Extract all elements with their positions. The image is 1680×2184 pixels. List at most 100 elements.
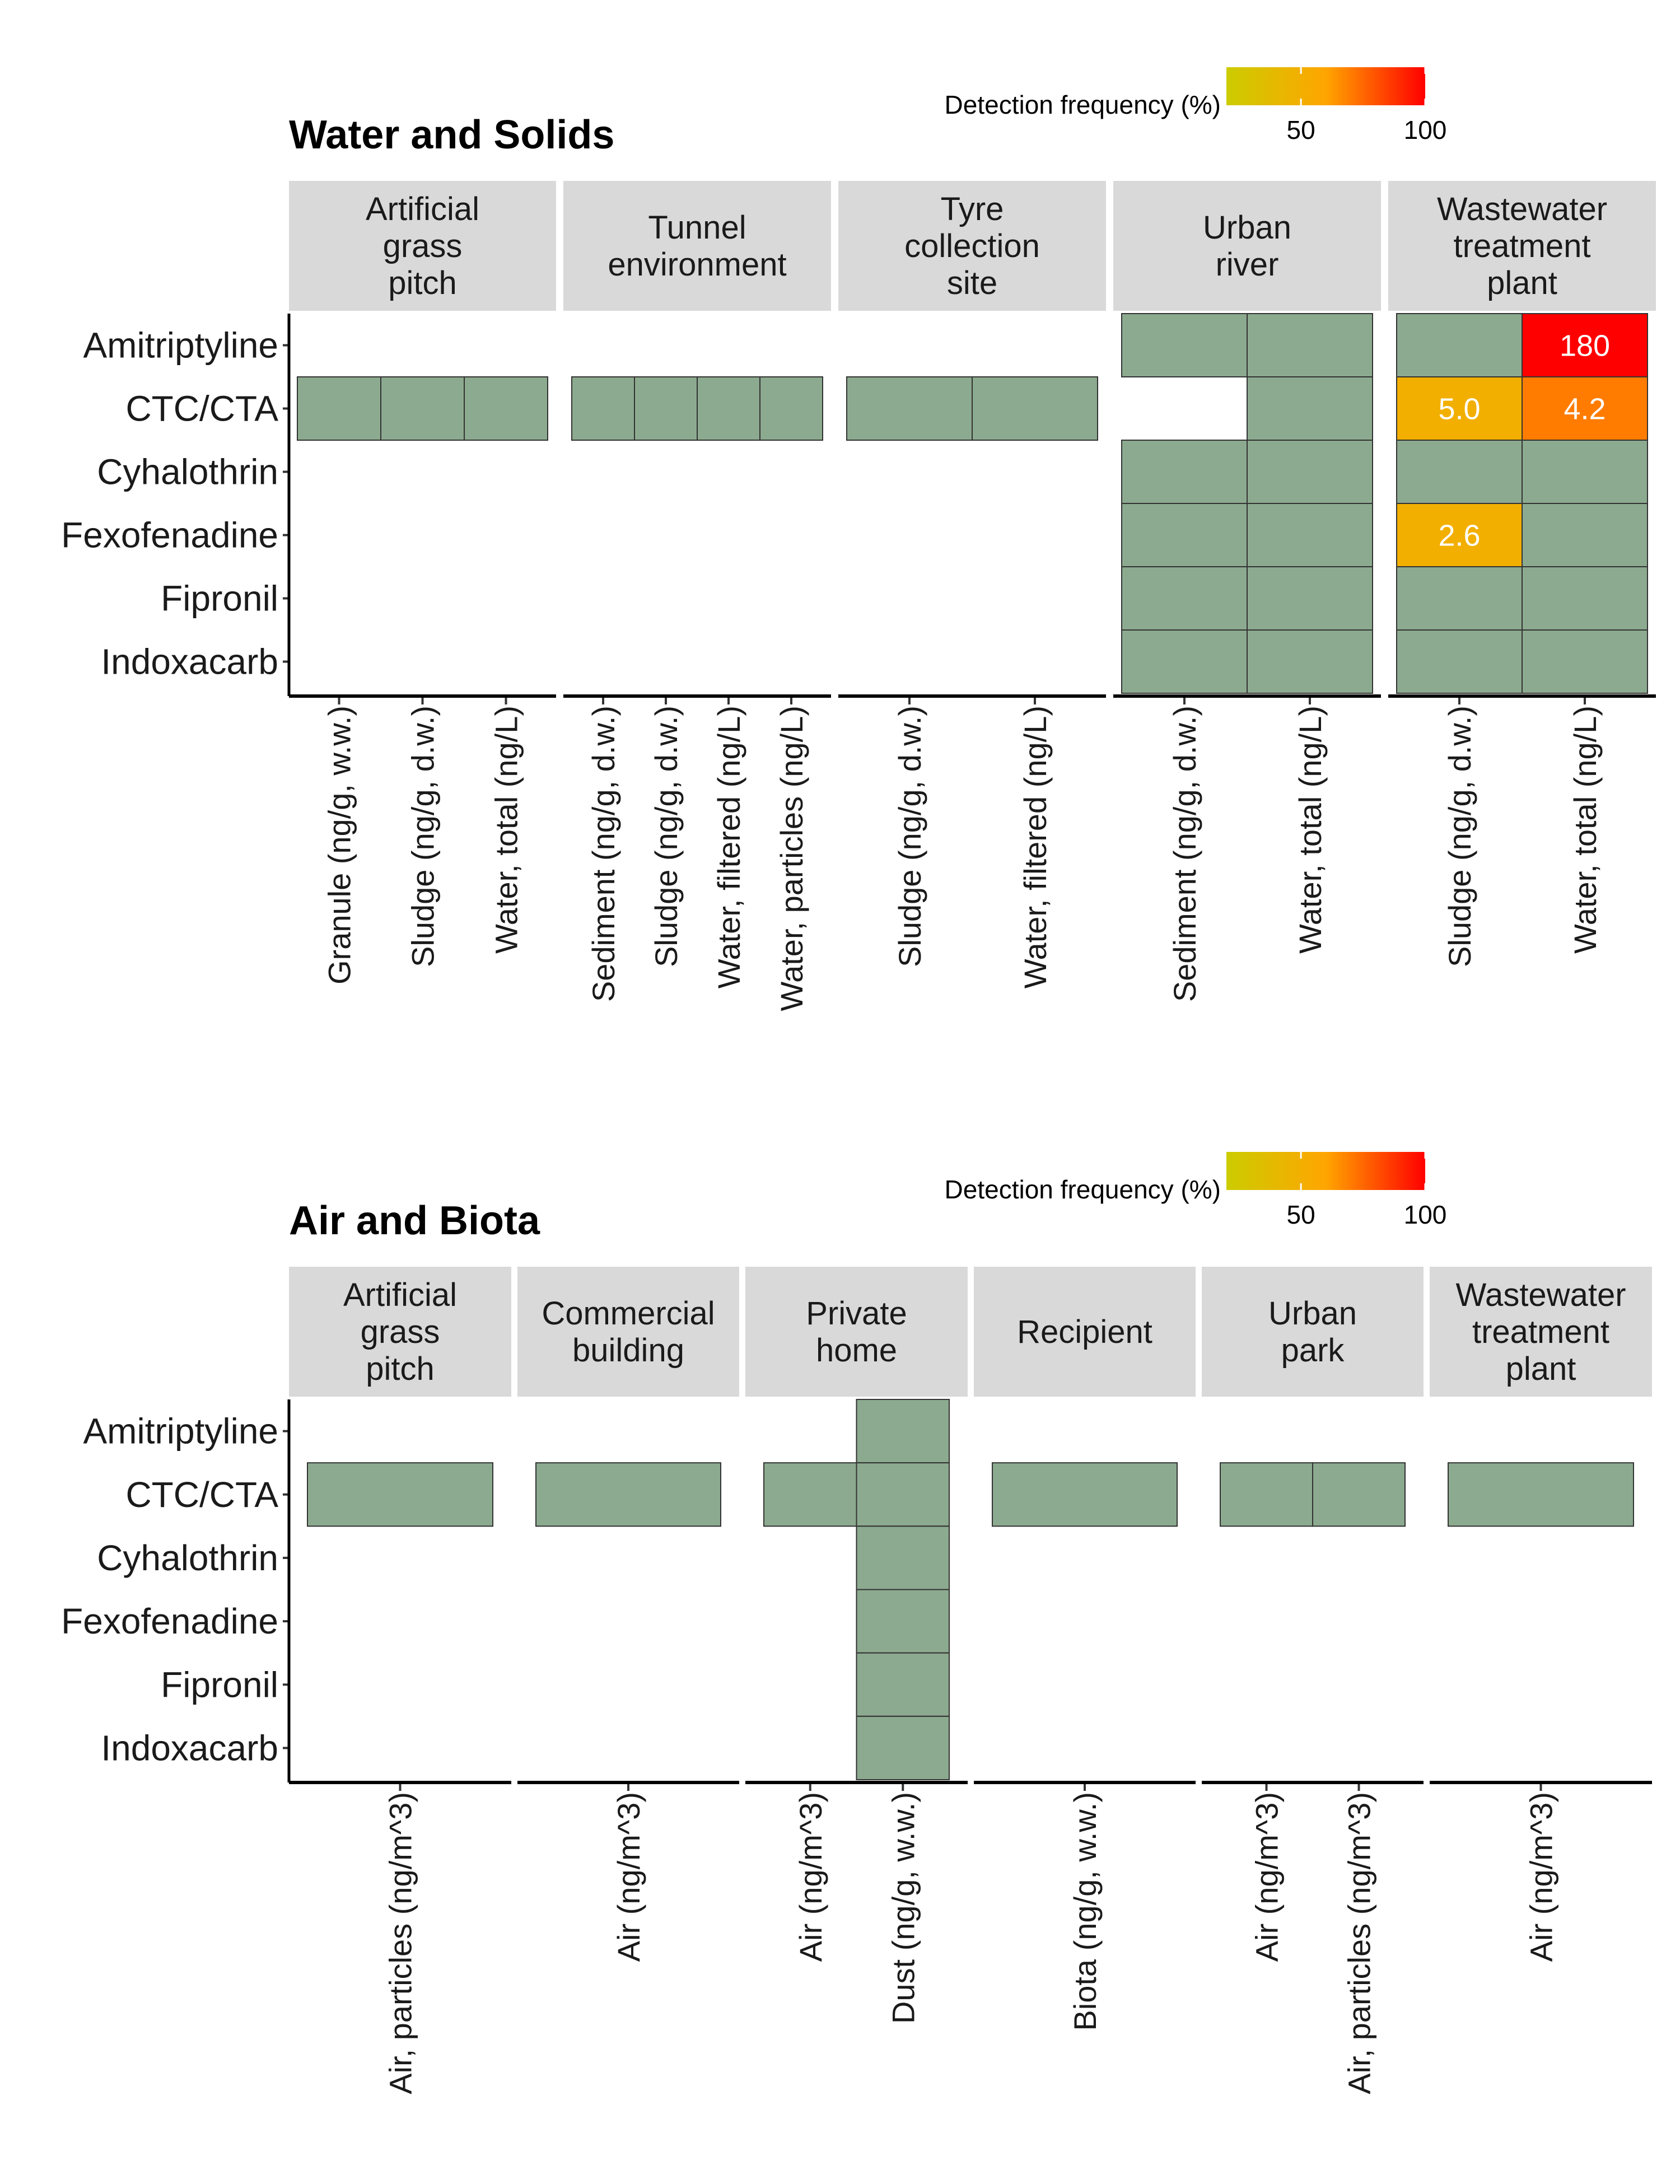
legend-title: Detection frequency (%) [945, 90, 1221, 119]
facet-strip-label: pitch [366, 1351, 435, 1387]
heatmap-cell [763, 1462, 857, 1527]
heatmap-cell [1522, 566, 1648, 631]
facet-strip-label: grass [383, 228, 463, 264]
column-label: Biota (ng/g, w.w.) [1067, 1792, 1103, 2031]
heatmap-cell [634, 376, 698, 441]
heatmap-cell [856, 1462, 950, 1527]
facet-strip [517, 1267, 739, 1397]
heatmap-cell [759, 376, 823, 441]
heatmap-cell [972, 376, 1098, 441]
cell-value-label: 180 [1560, 329, 1610, 363]
facet-strip-label: river [1216, 246, 1279, 283]
facet-strip [1430, 1267, 1652, 1397]
heatmap-cell [856, 1525, 950, 1590]
legend-tick-label: 100 [1404, 1200, 1447, 1229]
column-label: Water, filtered (ng/L) [711, 706, 746, 988]
facet-strip [1113, 181, 1381, 311]
column-label: Water, particles (ng/L) [774, 706, 809, 1011]
column-label: Sludge (ng/g, d.w.) [405, 706, 441, 967]
heatmap-cell [535, 1462, 721, 1527]
column-label: Air (ng/m^3) [793, 1792, 828, 1962]
heatmap-cell [1396, 313, 1523, 377]
legend-colorbar [1226, 67, 1425, 105]
heatmap-cell [1448, 1462, 1634, 1527]
facet-strip-label: Recipient [1017, 1314, 1152, 1350]
facet-strip-label: plant [1506, 1351, 1576, 1387]
facet-strip [745, 1267, 968, 1397]
facet-strip [974, 1267, 1196, 1397]
heatmap-cell [1121, 440, 1248, 504]
heatmap-cell [1396, 629, 1523, 694]
panel-title: Air and Biota [289, 1198, 540, 1243]
facet-strip-label: Artificial [343, 1277, 457, 1313]
column-label: Water, total (ng/L) [489, 706, 524, 954]
heatmap-cell [1396, 503, 1523, 567]
column-label: Air (ng/m^3) [1249, 1792, 1285, 1962]
panel-title: Water and Solids [289, 113, 614, 157]
heatmap-cell [380, 376, 465, 441]
facet-strip-label: Wastewater [1437, 191, 1607, 227]
row-label: Indoxacarb [101, 642, 278, 682]
column-label: Sludge (ng/g, d.w.) [648, 706, 684, 967]
facet-strip-label: Artificial [366, 191, 479, 227]
facet-strip [838, 181, 1106, 311]
facet-strip-label: park [1281, 1332, 1345, 1369]
legend-tick-label: 50 [1287, 115, 1315, 144]
heatmap-cell [571, 376, 635, 441]
facet-strip-label: Wastewater [1455, 1277, 1626, 1313]
heatmap-cell [297, 376, 381, 441]
column-label: Water, total (ng/L) [1292, 706, 1328, 954]
heatmap-cell [1247, 566, 1373, 631]
heatmap-cell [1247, 313, 1373, 377]
heatmap-cell [1121, 313, 1248, 377]
heatmap-cell [1396, 566, 1523, 631]
heatmap-cell [856, 1652, 950, 1717]
column-label: Sludge (ng/g, d.w.) [1442, 706, 1477, 967]
facet-strip-label: grass [361, 1314, 440, 1350]
facet-strip-label: collection [904, 228, 1040, 264]
heatmap-cell [307, 1462, 493, 1527]
row-label: Amitriptyline [83, 1411, 278, 1452]
heatmap-cell [1247, 629, 1373, 694]
heatmap-cell [846, 376, 973, 441]
row-label: Amitriptyline [83, 325, 278, 366]
row-label: Cyhalothrin [97, 1538, 278, 1578]
column-label: Air (ng/m^3) [611, 1792, 646, 1962]
heatmap-cell [464, 376, 548, 441]
legend-colorbar [1226, 1152, 1425, 1190]
facet-strip-label: Commercial [542, 1295, 715, 1332]
heatmap-cell [1220, 1462, 1313, 1527]
facet-strip-label: Tunnel [648, 209, 746, 246]
facet-strip [289, 181, 556, 311]
heatmap-cell [856, 1715, 950, 1780]
cell-value-label: 5.0 [1438, 393, 1480, 426]
column-label: Water, filtered (ng/L) [1018, 706, 1053, 988]
row-label: Fexofenadine [61, 515, 278, 556]
facet-strip-label: site [947, 265, 997, 301]
cell-value-label: 2.6 [1438, 519, 1480, 553]
facet-strip [563, 181, 831, 311]
column-label: Sediment (ng/g, d.w.) [586, 706, 621, 1002]
heatmap-cell [1121, 503, 1248, 567]
heatmap-cell [1522, 376, 1648, 441]
facet-strip-label: environment [608, 246, 786, 283]
cell-value-label: 4.2 [1564, 393, 1606, 426]
row-label: Fipronil [161, 1664, 278, 1705]
heatmap-cell [1396, 440, 1523, 504]
legend-tick-label: 100 [1404, 115, 1447, 144]
facet-strip-label: Tyre [941, 191, 1004, 227]
heatmap-cell [1121, 629, 1248, 694]
facet-strip [1202, 1267, 1424, 1397]
row-label: Fexofenadine [61, 1601, 278, 1641]
facet-strip-label: Urban [1268, 1295, 1357, 1332]
row-label: Cyhalothrin [97, 452, 278, 492]
legend-title: Detection frequency (%) [945, 1175, 1221, 1204]
heatmap-cell [856, 1589, 950, 1654]
facet-strip [289, 1267, 511, 1397]
row-label: Fipronil [161, 578, 278, 619]
heatmap-cell [1247, 440, 1373, 504]
heatmap-cell [1522, 440, 1648, 504]
column-label: Air (ng/m^3) [1524, 1792, 1559, 1962]
facet-strip-label: pitch [388, 265, 457, 301]
